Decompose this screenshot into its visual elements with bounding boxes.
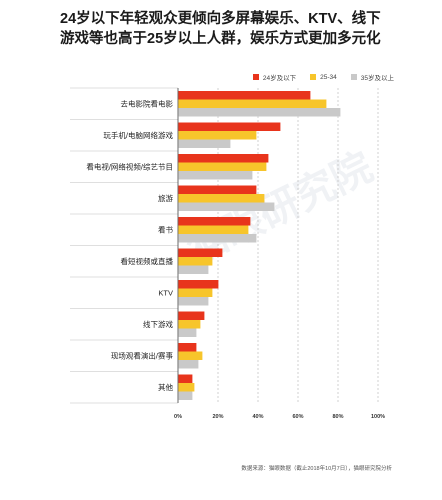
bar <box>178 360 199 369</box>
bar <box>178 288 213 297</box>
bar <box>178 297 209 306</box>
bar <box>178 265 209 274</box>
bar <box>178 131 257 140</box>
legend-item-25-34: 25-34 <box>310 72 337 82</box>
legend-label-35-plus: 35岁及以上 <box>360 75 394 82</box>
title-line-1: 24岁以下年轻观众更倾向多屏幕娱乐、KTV、线下 <box>60 11 381 27</box>
bar <box>178 374 193 383</box>
category-label: 看书 <box>158 224 173 234</box>
x-tick-label: 80% <box>332 414 343 420</box>
x-tick-label: 0% <box>174 414 182 420</box>
bar <box>178 217 251 226</box>
bar <box>178 391 193 400</box>
category-label: 线下游戏 <box>143 319 173 329</box>
bar <box>178 91 311 100</box>
bar <box>178 343 197 352</box>
category-label: 去电影院看电影 <box>121 98 174 108</box>
bar <box>178 202 275 211</box>
bar <box>178 248 223 257</box>
bar <box>178 328 197 337</box>
category-label: 看电视/网络视频/综艺节目 <box>86 161 173 171</box>
chart-title: 24岁以下年轻观众更倾向多屏幕娱乐、KTV、线下 游戏等也高于25岁以上人群，娱… <box>60 9 420 49</box>
legend-item-35-plus: 35岁及以上 <box>350 72 394 82</box>
bar <box>178 280 219 289</box>
bar <box>178 108 341 117</box>
bar <box>178 171 253 180</box>
x-tick-label: 100% <box>371 414 385 420</box>
title-line-2: 游戏等也高于25岁以上人群，娱乐方式更加多元化 <box>60 31 381 47</box>
bar <box>178 351 203 360</box>
bar <box>178 234 257 243</box>
bar <box>178 154 269 163</box>
bar <box>178 320 201 329</box>
category-label: 玩手机/电脑网络游戏 <box>103 130 173 140</box>
bar <box>178 122 281 131</box>
legend-label-under-24: 24岁及以下 <box>262 75 297 82</box>
bar <box>178 99 327 108</box>
category-label: 看短视频或直播 <box>121 256 174 266</box>
legend-label-25-34: 25-34 <box>320 73 337 81</box>
data-source-note: 数据来源：猫眼数据（截止2018年10月7日），猫眼研究院分析 <box>241 466 392 472</box>
category-label: 旅游 <box>158 193 173 203</box>
x-tick-label: 20% <box>212 414 223 420</box>
bar <box>178 257 213 266</box>
category-label: 现场观看演出/赛事 <box>111 350 174 360</box>
legend-swatch-35-plus <box>350 74 357 80</box>
chart-legend: 24岁及以下 25-34 35岁及以上 <box>252 72 394 82</box>
bar <box>178 139 231 148</box>
category-label: KTV <box>158 288 173 297</box>
bar <box>178 162 267 171</box>
bar <box>178 225 249 234</box>
legend-swatch-under-24 <box>252 74 259 80</box>
legend-swatch-25-34 <box>310 74 317 80</box>
x-tick-label: 40% <box>252 414 263 420</box>
bar <box>178 185 257 194</box>
legend-item-under-24: 24岁及以下 <box>252 72 297 82</box>
bar <box>178 383 195 392</box>
category-label: 其他 <box>158 382 173 392</box>
bar <box>178 311 205 320</box>
bar <box>178 194 265 203</box>
x-tick-label: 60% <box>292 414 303 420</box>
